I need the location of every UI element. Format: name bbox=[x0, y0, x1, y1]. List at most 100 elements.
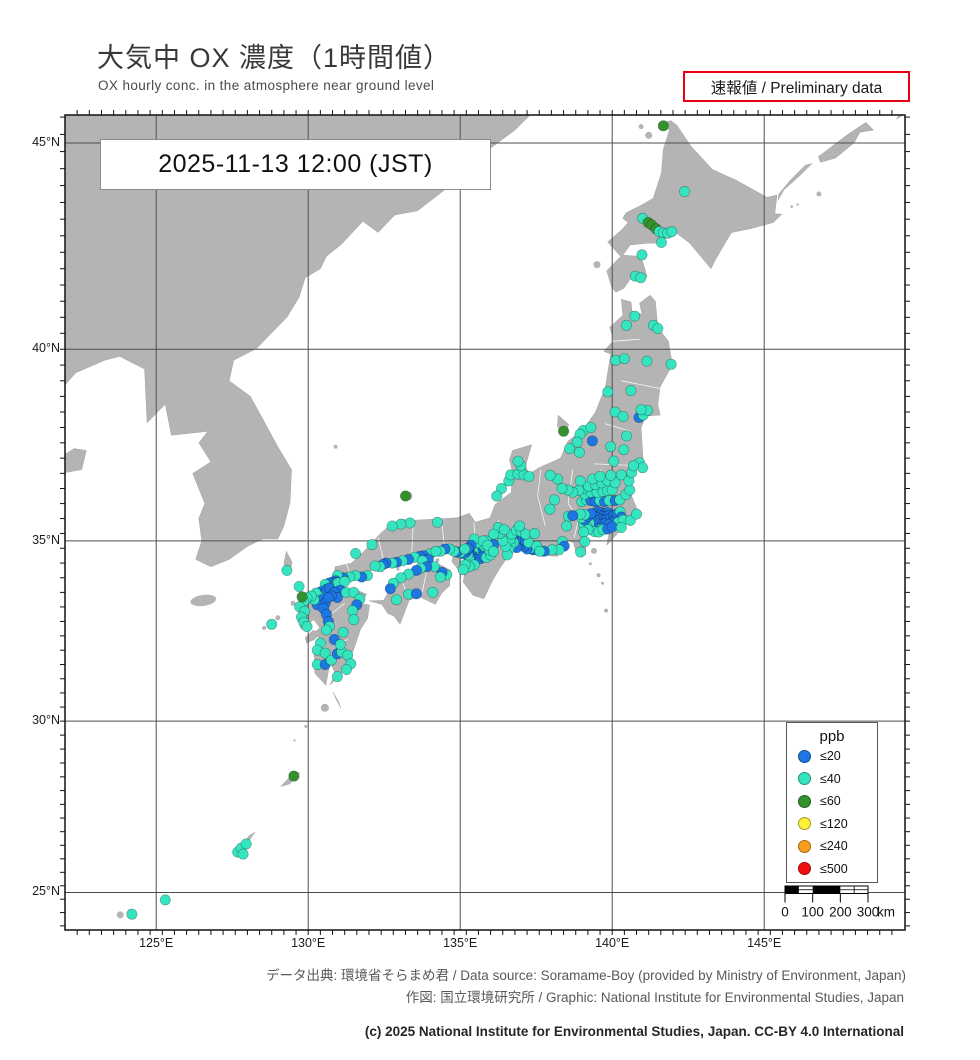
station-dot bbox=[630, 508, 642, 520]
legend-label: ≤500 bbox=[820, 861, 848, 876]
station-dot bbox=[331, 671, 343, 683]
graphic-credit-line: 作図: 国立環境研究所 / Graphic: National Institut… bbox=[405, 990, 904, 1005]
legend-dot-icon bbox=[798, 817, 811, 831]
station-dot bbox=[350, 547, 362, 559]
lon-label-140: 140°E bbox=[595, 936, 630, 950]
station-dot bbox=[579, 536, 591, 548]
station-dot bbox=[293, 580, 305, 592]
lat-label-30: 30°N bbox=[32, 713, 60, 728]
station-dot bbox=[337, 626, 349, 638]
legend-row-≤20: ≤20 bbox=[787, 745, 877, 768]
map-frame bbox=[64, 114, 906, 931]
station-dot bbox=[564, 443, 576, 455]
station-dot bbox=[348, 586, 360, 598]
legend: ppb ≤20 ≤40 ≤60 ≤120 ≤240 ≤500 bbox=[786, 722, 878, 883]
station-dot bbox=[561, 520, 573, 532]
legend-row-≤240: ≤240 bbox=[787, 835, 877, 858]
station-dot bbox=[430, 545, 442, 557]
station-dot bbox=[636, 249, 648, 261]
station-dot bbox=[544, 469, 556, 481]
lat-label-25: 25°N bbox=[32, 884, 60, 899]
station-dot bbox=[339, 575, 351, 587]
station-dot bbox=[575, 546, 587, 558]
station-dot bbox=[665, 358, 677, 370]
legend-dot-icon bbox=[798, 772, 811, 786]
scale-bar-label: 0 bbox=[781, 905, 789, 920]
station-dot bbox=[606, 521, 618, 533]
lon-label-145: 145°E bbox=[747, 936, 782, 950]
preliminary-data-badge: 速報値 / Preliminary data bbox=[683, 71, 910, 102]
legend-label: ≤120 bbox=[820, 816, 848, 831]
station-dot bbox=[366, 539, 378, 551]
station-dot bbox=[348, 614, 360, 626]
station-dot bbox=[126, 908, 138, 920]
station-dot bbox=[556, 482, 568, 494]
scale-bar-label: 300 bbox=[857, 905, 880, 920]
timestamp-label: 2025-11-13 12:00 (JST) bbox=[158, 150, 433, 178]
station-dot bbox=[548, 494, 560, 506]
station-dot bbox=[571, 436, 583, 448]
station-dot bbox=[573, 446, 585, 458]
lat-label-40: 40°N bbox=[32, 341, 60, 356]
station-dot bbox=[567, 510, 579, 522]
station-dot bbox=[637, 462, 649, 474]
station-dot bbox=[266, 618, 278, 630]
page-title: 大気中 OX 濃度（1時間値） bbox=[97, 43, 452, 73]
preliminary-data-label: 速報値 / Preliminary data bbox=[710, 79, 883, 97]
station-dot bbox=[608, 455, 620, 467]
station-dot bbox=[384, 583, 396, 595]
legend-label: ≤240 bbox=[820, 839, 848, 854]
station-dot bbox=[586, 435, 598, 447]
page-subtitle: OX hourly conc. in the atmosphere near g… bbox=[98, 78, 435, 93]
scale-bar-label: 200 bbox=[829, 905, 852, 920]
station-dot bbox=[159, 894, 171, 906]
station-dot bbox=[457, 564, 469, 576]
legend-row-≤40: ≤40 bbox=[787, 768, 877, 791]
legend-row-≤60: ≤60 bbox=[787, 790, 877, 813]
station-dot bbox=[386, 520, 398, 532]
timestamp-box: 2025-11-13 12:00 (JST) bbox=[100, 139, 491, 190]
station-dot bbox=[513, 520, 525, 532]
legend-dot-icon bbox=[798, 862, 811, 876]
station-dot bbox=[498, 524, 510, 536]
station-dot bbox=[615, 469, 627, 481]
station-dot bbox=[574, 475, 586, 487]
station-dot bbox=[652, 323, 664, 335]
lat-label-45: 45°N bbox=[32, 135, 60, 149]
station-dot bbox=[618, 353, 630, 365]
station-dot bbox=[609, 406, 621, 418]
station-dot bbox=[605, 441, 617, 453]
station-dot bbox=[625, 385, 637, 397]
station-dot bbox=[399, 490, 411, 502]
station-dot bbox=[340, 663, 352, 675]
station-dot bbox=[459, 543, 471, 555]
station-dot bbox=[288, 770, 300, 782]
station-dot bbox=[558, 425, 570, 437]
station-dot bbox=[296, 591, 308, 603]
station-dot bbox=[488, 545, 500, 557]
scale-bar-unit: km bbox=[877, 905, 895, 920]
station-dot bbox=[237, 848, 249, 860]
station-dot bbox=[635, 404, 647, 416]
legend-rows: ≤20 ≤40 ≤60 ≤120 ≤240 ≤500 bbox=[787, 745, 877, 880]
station-dot bbox=[404, 517, 416, 529]
scale-bar-label: 100 bbox=[801, 905, 824, 920]
station-dot bbox=[594, 470, 606, 482]
station-dot bbox=[281, 564, 293, 576]
station-dot bbox=[620, 430, 632, 442]
station-dot bbox=[369, 560, 381, 572]
station-dot bbox=[320, 624, 332, 636]
legend-label: ≤20 bbox=[820, 749, 841, 764]
lon-label-130: 130°E bbox=[291, 936, 326, 950]
station-dot bbox=[431, 516, 443, 528]
station-dot bbox=[605, 469, 617, 481]
station-dot bbox=[534, 545, 546, 557]
station-dot bbox=[655, 236, 667, 248]
station-dot bbox=[322, 591, 334, 603]
station-dot bbox=[334, 638, 346, 650]
copyright-line: (c) 2025 National Institute for Environm… bbox=[364, 1024, 904, 1039]
station-dot bbox=[529, 527, 541, 539]
station-dot bbox=[390, 594, 402, 606]
